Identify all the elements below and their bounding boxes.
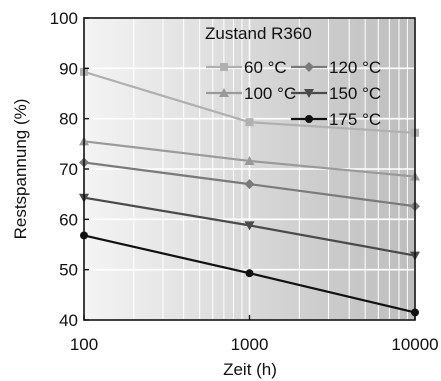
data-point	[244, 179, 255, 190]
legend-label: 175 °C	[329, 110, 381, 129]
data-point	[304, 89, 314, 98]
data-point	[244, 155, 255, 165]
data-point	[305, 115, 313, 123]
legend-item: 60 °C	[206, 58, 287, 77]
data-point	[245, 118, 254, 127]
x-tick-label: 10000	[391, 335, 438, 354]
y-tick-label: 100	[50, 9, 78, 28]
y-tick-label: 90	[59, 59, 78, 78]
x-tick-label: 1000	[231, 335, 269, 354]
legend: Zustand R360 60 °C 100 °C 120 °C 150 °C 175 …	[205, 24, 381, 129]
legend-label: 60 °C	[244, 58, 287, 77]
legend-item: 175 °C	[291, 110, 381, 129]
data-point	[245, 269, 254, 278]
x-axis-label: Zeit (h)	[223, 360, 277, 379]
legend-title: Zustand R360	[205, 24, 312, 43]
ticks: 40 50 60 70 80 90 100 100 1000 10000	[50, 9, 439, 354]
y-tick-label: 50	[59, 261, 78, 280]
legend-item: 100 °C	[206, 84, 296, 103]
y-axis-label: Restspannung (%)	[11, 99, 30, 240]
x-tick-label: 100	[70, 335, 98, 354]
legend-label: 100 °C	[244, 84, 296, 103]
data-point	[220, 63, 228, 71]
data-point	[244, 221, 255, 231]
legend-item: 120 °C	[291, 58, 381, 77]
legend-label: 150 °C	[329, 84, 381, 103]
y-tick-label: 60	[59, 210, 78, 229]
legend-item: 150 °C	[291, 84, 381, 103]
legend-label: 120 °C	[329, 58, 381, 77]
y-tick-label: 70	[59, 160, 78, 179]
data-point	[304, 62, 314, 72]
y-tick-label: 40	[59, 311, 78, 330]
y-tick-label: 80	[59, 110, 78, 129]
data-point	[219, 88, 229, 97]
